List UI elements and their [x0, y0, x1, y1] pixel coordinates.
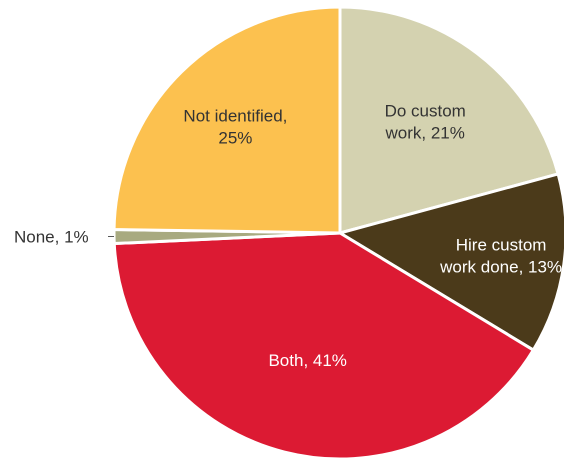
slice-label-line: Both, 41%	[268, 351, 346, 370]
slices	[112, 5, 564, 460]
slice-label-line: Hire custom	[456, 236, 547, 255]
slice-label-both: Both, 41%	[268, 351, 346, 370]
slice-label-not-identified: Not identified, 25%	[183, 107, 287, 148]
slice-label-line: work done, 13%	[439, 258, 562, 277]
slice-label-none: None, 1%	[14, 228, 89, 247]
slice-labels: Do custom work, 21% Hire custom work done, …	[14, 102, 562, 370]
pie-slice-not-identified	[112, 5, 342, 235]
slice-label-line: work, 21%	[385, 124, 465, 143]
slice-label-line: Do custom	[385, 102, 466, 121]
slice-label-hire-custom-work-done: Hire custom work done, 13%	[439, 236, 562, 277]
slice-label-line: Not identified,	[183, 107, 287, 126]
pie-slice-do-custom-work	[338, 5, 560, 235]
slice-label-line: 25%	[218, 129, 252, 148]
pie-slice-both	[112, 231, 535, 460]
slice-label-do-custom-work: Do custom work, 21%	[385, 102, 466, 143]
